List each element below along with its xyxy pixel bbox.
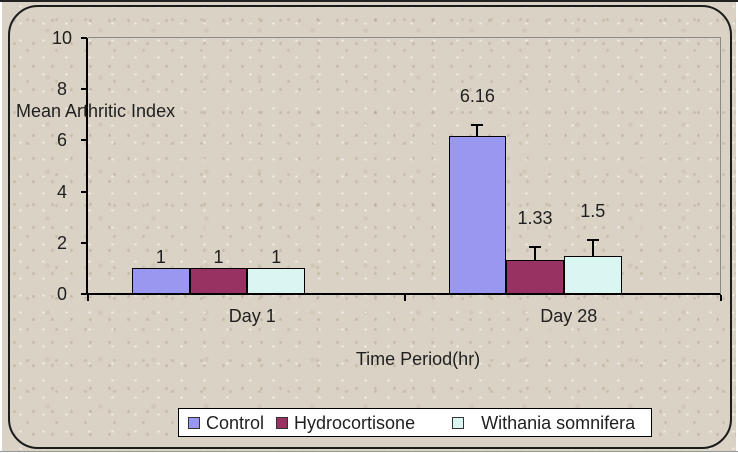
value-label: 1 bbox=[271, 247, 282, 268]
legend: Control Hydrocortisone Withania somnifera bbox=[178, 408, 652, 437]
category-label: Day 28 bbox=[540, 306, 598, 326]
y-tick-label: 8 bbox=[56, 79, 67, 100]
y-axis-title: Mean Arthritic Index bbox=[16, 101, 176, 121]
legend-label: Hydrocortisone bbox=[294, 412, 416, 433]
value-label: 1 bbox=[213, 247, 224, 268]
y-axis-line bbox=[86, 38, 88, 295]
legend-marker-icon bbox=[188, 416, 200, 429]
plot-border-right bbox=[720, 37, 721, 294]
plot-border-top bbox=[88, 37, 721, 38]
y-axis-tick bbox=[81, 241, 87, 244]
legend-marker-icon bbox=[276, 416, 289, 429]
y-tick-label: 2 bbox=[56, 232, 67, 253]
bar-control-day-1 bbox=[132, 268, 190, 294]
legend-marker-icon bbox=[452, 416, 465, 429]
y-tick-label: 6 bbox=[56, 130, 67, 151]
legend-item: Hydrocortisone bbox=[276, 413, 415, 433]
category-label: Day 1 bbox=[228, 306, 276, 326]
error-bar-cap bbox=[471, 124, 484, 127]
error-bar-line bbox=[591, 240, 594, 256]
rounded-border-frame bbox=[8, 5, 732, 449]
x-axis-tick bbox=[403, 295, 406, 301]
value-label: 1.33 bbox=[517, 207, 553, 228]
value-label: 6.16 bbox=[459, 86, 495, 107]
x-axis-title: Time Period(hr) bbox=[355, 349, 481, 369]
top-edge-line bbox=[0, 0, 738, 2]
bar-hydrocortisone-day-1 bbox=[189, 268, 248, 294]
x-axis-line bbox=[86, 293, 721, 295]
legend-item: Withania somnifera bbox=[452, 413, 635, 433]
x-axis-tick bbox=[87, 295, 89, 301]
legend-label: Control bbox=[206, 412, 265, 433]
bar-hydrocortisone-day-28 bbox=[506, 259, 564, 294]
x-axis-tick bbox=[720, 295, 722, 301]
legend-item: Control bbox=[188, 413, 264, 433]
bar-withania-somnifera-day-1 bbox=[247, 268, 306, 294]
value-label: 1.5 bbox=[580, 201, 606, 222]
y-axis-tick bbox=[81, 139, 87, 142]
bar-control-day-28 bbox=[448, 136, 507, 294]
y-axis-tick bbox=[81, 293, 87, 295]
error-bar-line bbox=[534, 246, 537, 260]
y-tick-label: 4 bbox=[56, 181, 67, 202]
legend-label: Withania somnifera bbox=[481, 412, 636, 433]
y-axis-tick bbox=[81, 37, 87, 39]
error-bar-line bbox=[476, 125, 479, 137]
bottom-edge-line bbox=[0, 451, 738, 452]
y-tick-label: 10 bbox=[51, 28, 73, 48]
y-axis-tick bbox=[81, 190, 87, 193]
error-bar-cap bbox=[586, 239, 599, 242]
bar-withania-somnifera-day-28 bbox=[563, 255, 622, 294]
y-axis-tick bbox=[81, 88, 87, 91]
error-bar-cap bbox=[529, 245, 542, 248]
value-label: 1 bbox=[155, 247, 166, 268]
y-tick-label: 0 bbox=[56, 284, 67, 304]
